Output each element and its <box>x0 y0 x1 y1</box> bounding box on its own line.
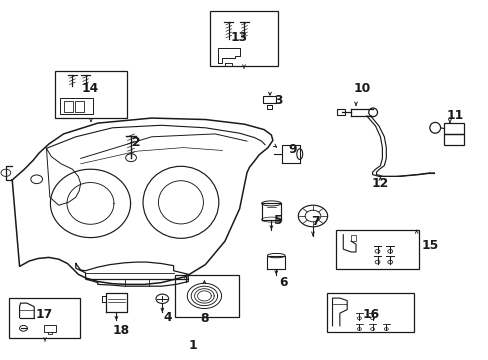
Text: 13: 13 <box>230 31 248 44</box>
Bar <box>326 293 413 332</box>
Bar <box>336 230 418 269</box>
Text: 1: 1 <box>188 339 197 352</box>
Text: 14: 14 <box>81 82 99 95</box>
Text: 9: 9 <box>287 143 296 156</box>
Bar <box>443 123 463 134</box>
Text: 2: 2 <box>131 136 140 149</box>
Bar <box>443 134 463 145</box>
Bar <box>337 109 345 115</box>
Bar <box>44 325 56 332</box>
Text: 3: 3 <box>274 94 283 107</box>
Text: 15: 15 <box>421 239 438 252</box>
Bar <box>60 98 93 114</box>
Bar <box>210 11 277 66</box>
Text: 17: 17 <box>35 309 53 321</box>
Bar <box>75 101 83 112</box>
Text: 8: 8 <box>200 312 208 325</box>
Text: 12: 12 <box>371 177 388 190</box>
Text: 5: 5 <box>274 214 283 227</box>
Text: 6: 6 <box>279 276 287 289</box>
Bar <box>175 275 238 317</box>
Text: 11: 11 <box>445 109 463 122</box>
Bar <box>9 298 80 338</box>
Bar <box>55 71 127 118</box>
Bar <box>64 101 73 112</box>
Text: 7: 7 <box>310 215 319 228</box>
Bar <box>262 96 276 103</box>
Text: 10: 10 <box>352 82 370 95</box>
Text: 18: 18 <box>112 324 129 337</box>
Text: 4: 4 <box>163 311 171 324</box>
Text: 16: 16 <box>361 309 379 321</box>
